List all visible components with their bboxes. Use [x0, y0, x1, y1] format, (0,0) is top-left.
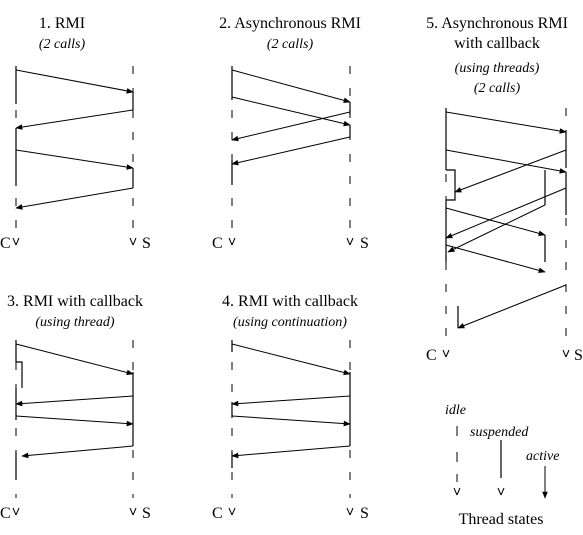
legend-caption: Thread states — [459, 511, 544, 528]
panel-async-rmi-callback: 5. Asynchronous RMI with callback (using… — [426, 15, 583, 364]
panel-title: 4. RMI with callback — [222, 293, 358, 310]
server-label: S — [360, 235, 369, 252]
client-label: C — [212, 505, 223, 522]
server-timeline — [129, 340, 137, 516]
reply-arrow — [447, 204, 546, 253]
panel-subtitle: (2 calls) — [267, 37, 314, 52]
call-arrow — [231, 96, 351, 127]
server-timeline — [346, 340, 354, 516]
panel-rmi-callback-thread: 3. RMI with callback (using thread) C S — [0, 293, 151, 522]
panel-title: 2. Asynchronous RMI — [219, 15, 361, 32]
call-arrow — [445, 111, 567, 134]
client-timeline — [228, 340, 236, 516]
panel-title-line2: with callback — [454, 35, 540, 52]
panel-subtitle: (using thread) — [35, 315, 115, 330]
reply-arrow — [231, 111, 351, 142]
client-timeline — [12, 66, 20, 246]
panel-subtitle: (using continuation) — [233, 315, 347, 330]
legend-suspended-label: suspended — [470, 425, 529, 440]
server-label: S — [574, 347, 583, 364]
callback-reply-arrow — [15, 415, 134, 427]
call-arrow — [445, 149, 567, 174]
reply-arrow — [457, 284, 567, 329]
legend-idle-line — [453, 426, 461, 496]
callback-arrow — [454, 149, 567, 193]
reply-arrow — [231, 445, 351, 459]
legend-idle-label: idle — [445, 403, 466, 418]
server-timeline — [346, 66, 354, 246]
callback-reply-arrow — [231, 415, 351, 427]
client-label: C — [212, 235, 223, 252]
panel-subtitle-line1: (using threads) — [455, 61, 540, 76]
thread-states-legend: idle suspended active Thread states — [445, 403, 559, 528]
client-label: C — [0, 505, 11, 522]
server-label: S — [142, 505, 151, 522]
panel-title-line1: 5. Asynchronous RMI — [426, 15, 568, 32]
panel-title: 1. RMI — [39, 15, 85, 32]
client-timeline — [228, 66, 236, 246]
client-label: C — [426, 347, 437, 364]
legend-active-label: active — [526, 449, 559, 464]
panel-async-rmi: 2. Asynchronous RMI (2 calls) C S — [212, 15, 369, 252]
callback-arrow — [231, 395, 351, 407]
client-timeline — [12, 340, 23, 516]
callback-reply-arrow — [445, 244, 546, 274]
server-label: S — [142, 235, 151, 252]
panel-rmi-callback-continuation: 4. RMI with callback (using continuation… — [212, 293, 369, 522]
callback-arrow — [445, 187, 567, 239]
panel-subtitle-line2: (2 calls) — [474, 81, 521, 96]
legend-suspended-line — [497, 440, 505, 496]
callback-arrow — [15, 395, 134, 407]
call-arrow — [231, 343, 351, 376]
panel-rmi: 1. RMI (2 calls) C S — [0, 15, 151, 252]
call-arrow — [231, 69, 351, 104]
reply-arrow — [15, 109, 134, 130]
callback-reply-arrow — [445, 207, 546, 237]
reply-arrow — [231, 136, 351, 166]
reply-arrow — [15, 187, 134, 210]
panel-title: 3. RMI with callback — [7, 293, 143, 310]
call-arrow — [15, 69, 134, 94]
client-label: C — [0, 235, 11, 252]
call-arrow — [15, 343, 134, 376]
panel-subtitle: (2 calls) — [39, 37, 86, 52]
call-arrow — [15, 149, 134, 170]
server-timeline — [544, 108, 570, 358]
client-timeline — [442, 108, 459, 358]
reply-arrow — [21, 445, 134, 459]
server-label: S — [360, 505, 369, 522]
server-timeline — [129, 66, 137, 246]
